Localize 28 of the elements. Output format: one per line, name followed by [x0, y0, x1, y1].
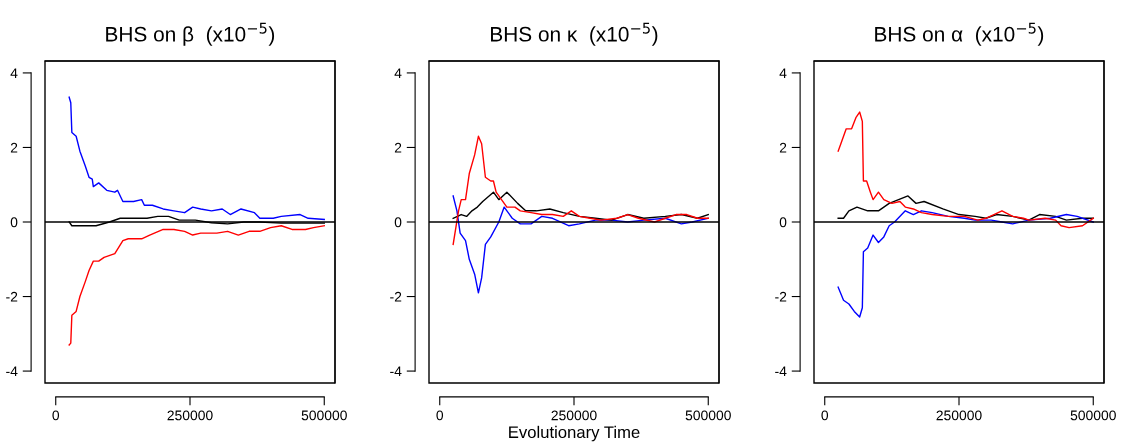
y-tick-label: 4	[394, 68, 402, 78]
y-tick-label: 4	[779, 68, 787, 78]
x-axis-title: Evolutionary Time	[509, 425, 640, 442]
y-tick-label: 2	[779, 142, 787, 153]
y-tick-label: 0	[779, 217, 787, 228]
x-tick-label: 250000	[551, 410, 597, 421]
chart-title: BHS on α (x10$^{−5}$)	[875, 22, 1044, 46]
x-tick-label: 500000	[301, 410, 347, 421]
x-tick-label: 500000	[1070, 410, 1116, 421]
chart-title: BHS on β (x10$^{−5}$)	[106, 22, 275, 46]
y-tick-label: 0	[10, 217, 18, 228]
y-tick-label: -2	[390, 291, 402, 302]
x-tick-label: 500000	[685, 410, 731, 421]
x-tick-label: 250000	[936, 410, 982, 421]
y-tick-label: 4	[10, 68, 18, 78]
x-tick-label: 250000	[167, 410, 213, 421]
y-tick-label: -4	[6, 366, 18, 377]
x-tick-label: 0	[821, 410, 829, 421]
y-tick-label: -2	[6, 291, 18, 302]
y-tick-label: 0	[394, 217, 402, 228]
y-tick-label: 2	[394, 142, 402, 153]
chart-title: BHS on κ (x10$^{−5}$)	[491, 22, 658, 46]
y-tick-label: -2	[775, 291, 787, 302]
x-tick-label: 0	[436, 410, 444, 421]
y-tick-label: -4	[390, 366, 402, 377]
x-tick-label: 0	[52, 410, 60, 421]
y-tick-label: 2	[10, 142, 18, 153]
y-tick-label: -4	[775, 366, 787, 377]
